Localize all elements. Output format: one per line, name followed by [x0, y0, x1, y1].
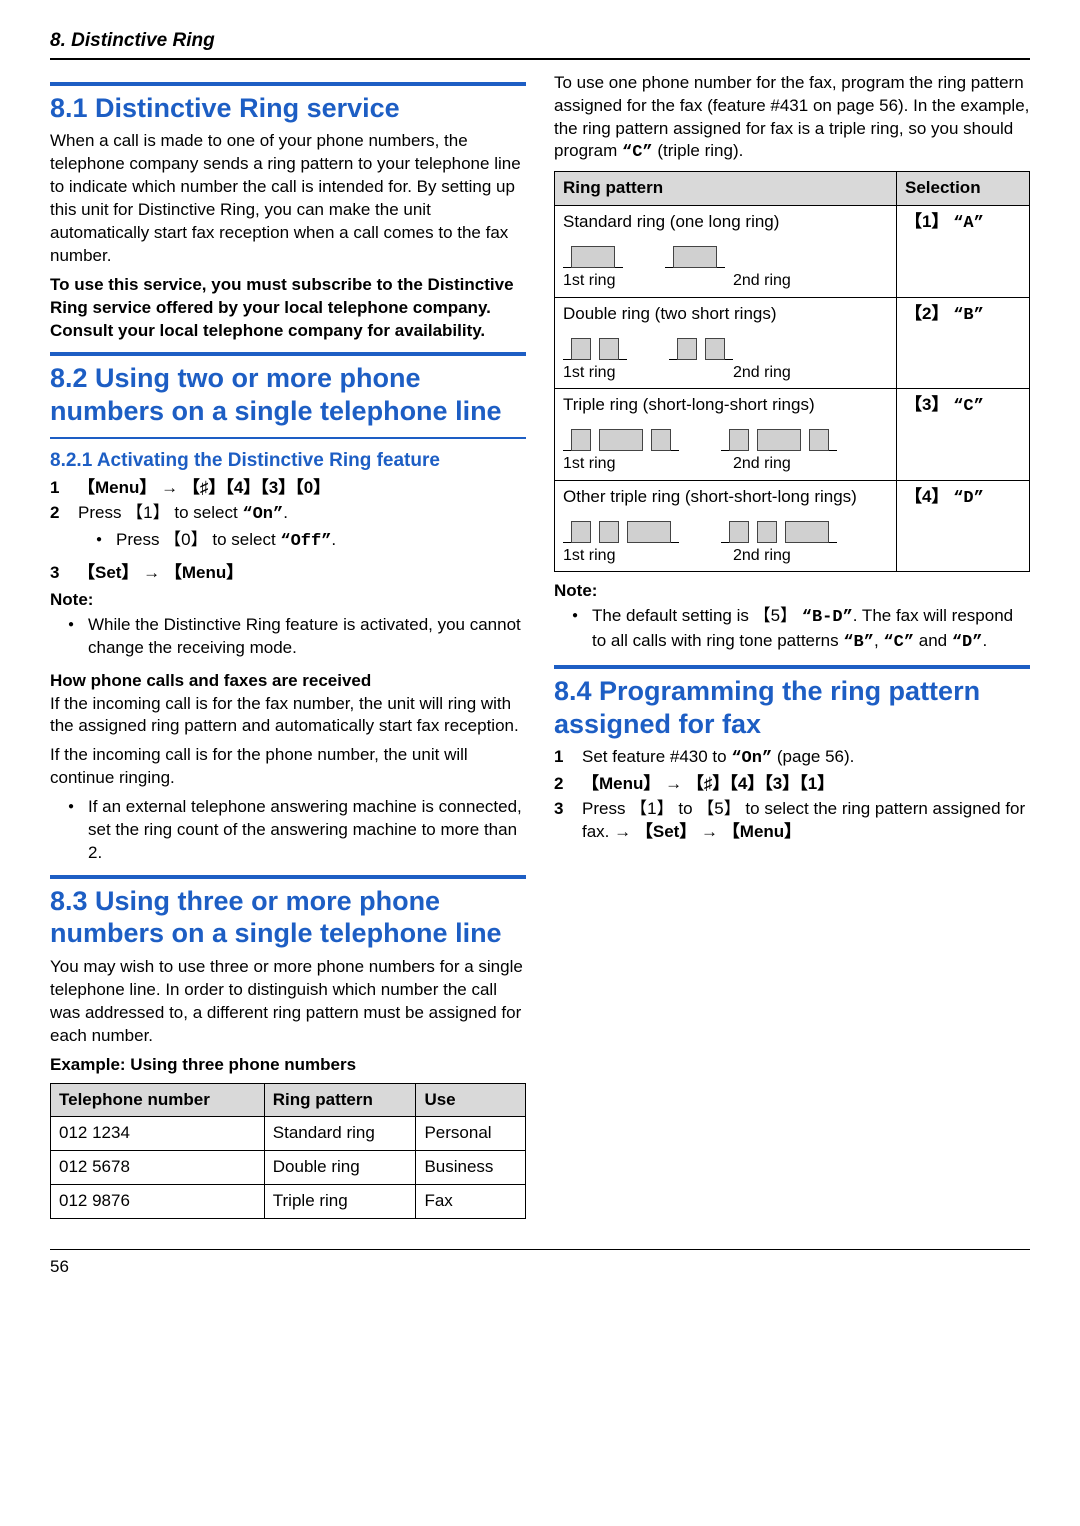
- footer-rule: [50, 1249, 1030, 1250]
- step-3: 3 【Set】 → 【Menu】: [50, 562, 526, 585]
- step-1: 1 【Menu】 → 【♯】【4】【3】【0】: [50, 477, 526, 500]
- section-rule: [50, 352, 526, 356]
- section-8-2-title: 8.2 Using two or more phone numbers on a…: [50, 362, 526, 427]
- ring-labels: 1st ring2nd ring: [563, 545, 888, 567]
- ring-diagram-other-triple: [563, 515, 888, 543]
- ring-diagram-triple: [563, 423, 888, 451]
- table-row: Double ring (two short rings) 1st ring2n…: [555, 297, 1030, 389]
- step-2: 2 【Menu】 → 【♯】【4】【3】【1】: [554, 773, 1030, 796]
- ring-diagram-double: [563, 332, 888, 360]
- note-bullet: The default setting is 【5】 “B-D”. The fa…: [572, 605, 1030, 655]
- steps-list: 1 【Menu】 → 【♯】【4】【3】【0】 2 Press 【1】 to s…: [50, 477, 526, 585]
- right-column: To use one phone number for the fax, pro…: [554, 72, 1030, 1228]
- note-bullets: The default setting is 【5】 “B-D”. The fa…: [554, 605, 1030, 655]
- example-heading: Example: Using three phone numbers: [50, 1054, 526, 1077]
- col-selection: Selection: [897, 172, 1030, 206]
- section-8-2-1-title: 8.2.1 Activating the Distinctive Ring fe…: [50, 449, 526, 473]
- table-row: 012 1234Standard ringPersonal: [51, 1117, 526, 1151]
- page-number: 56: [50, 1256, 1030, 1279]
- manual-page: 8. Distinctive Ring 8.1 Distinctive Ring…: [0, 0, 1080, 1307]
- phone-numbers-table: Telephone number Ring pattern Use 012 12…: [50, 1083, 526, 1220]
- ring-diagram-standard: [563, 240, 888, 268]
- section-8-4-title: 8.4 Programming the ring pattern assigne…: [554, 675, 1030, 740]
- subsection-rule: [50, 437, 526, 439]
- table-row: Triple ring (short-long-short rings) 1st…: [555, 389, 1030, 481]
- left-column: 8.1 Distinctive Ring service When a call…: [50, 72, 526, 1228]
- ring-labels: 1st ring2nd ring: [563, 453, 888, 475]
- step-1: 1 Set feature #430 to “On” (page 56).: [554, 746, 1030, 771]
- section-rule: [554, 665, 1030, 669]
- section-8-3-title: 8.3 Using three or more phone numbers on…: [50, 885, 526, 950]
- section-8-1-title: 8.1 Distinctive Ring service: [50, 92, 526, 124]
- how-bullets: If an external telephone answering machi…: [50, 796, 526, 865]
- col-use: Use: [416, 1083, 526, 1117]
- table-row: 012 5678Double ringBusiness: [51, 1151, 526, 1185]
- note-label: Note:: [50, 589, 526, 612]
- header-rule: [50, 58, 1030, 60]
- two-column-layout: 8.1 Distinctive Ring service When a call…: [50, 72, 1030, 1228]
- section-rule: [50, 82, 526, 86]
- how-body-1: If the incoming call is for the fax numb…: [50, 693, 526, 739]
- section-rule: [50, 875, 526, 879]
- section-8-1-note: To use this service, you must subscribe …: [50, 274, 526, 343]
- section-8-1-body: When a call is made to one of your phone…: [50, 130, 526, 268]
- col-pattern: Ring pattern: [264, 1083, 416, 1117]
- sub-bullet: Press 【0】 to select “Off”.: [96, 529, 526, 554]
- section-8-3-continued: To use one phone number for the fax, pro…: [554, 72, 1030, 166]
- steps-list: 1 Set feature #430 to “On” (page 56). 2 …: [554, 746, 1030, 844]
- col-phone: Telephone number: [51, 1083, 265, 1117]
- note-bullets: While the Distinctive Ring feature is ac…: [50, 614, 526, 660]
- col-ring-pattern: Ring pattern: [555, 172, 897, 206]
- ring-pattern-table: Ring pattern Selection Standard ring (on…: [554, 171, 1030, 572]
- how-body-2: If the incoming call is for the phone nu…: [50, 744, 526, 790]
- how-heading: How phone calls and faxes are received: [50, 670, 526, 693]
- ring-labels: 1st ring2nd ring: [563, 270, 888, 292]
- table-header-row: Telephone number Ring pattern Use: [51, 1083, 526, 1117]
- table-row: Standard ring (one long ring) 1st ring2n…: [555, 206, 1030, 298]
- table-row: Other triple ring (short-short-long ring…: [555, 480, 1030, 572]
- step-3: 3 Press 【1】 to 【5】 to select the ring pa…: [554, 798, 1030, 844]
- table-header-row: Ring pattern Selection: [555, 172, 1030, 206]
- section-8-3-body: You may wish to use three or more phone …: [50, 956, 526, 1048]
- step-2: 2 Press 【1】 to select “On”. Press 【0】 to…: [50, 502, 526, 560]
- how-bullet: If an external telephone answering machi…: [68, 796, 526, 865]
- note-label: Note:: [554, 580, 1030, 603]
- running-header: 8. Distinctive Ring: [50, 28, 1030, 54]
- table-row: 012 9876Triple ringFax: [51, 1185, 526, 1219]
- note-bullet: While the Distinctive Ring feature is ac…: [68, 614, 526, 660]
- ring-labels: 1st ring2nd ring: [563, 362, 888, 384]
